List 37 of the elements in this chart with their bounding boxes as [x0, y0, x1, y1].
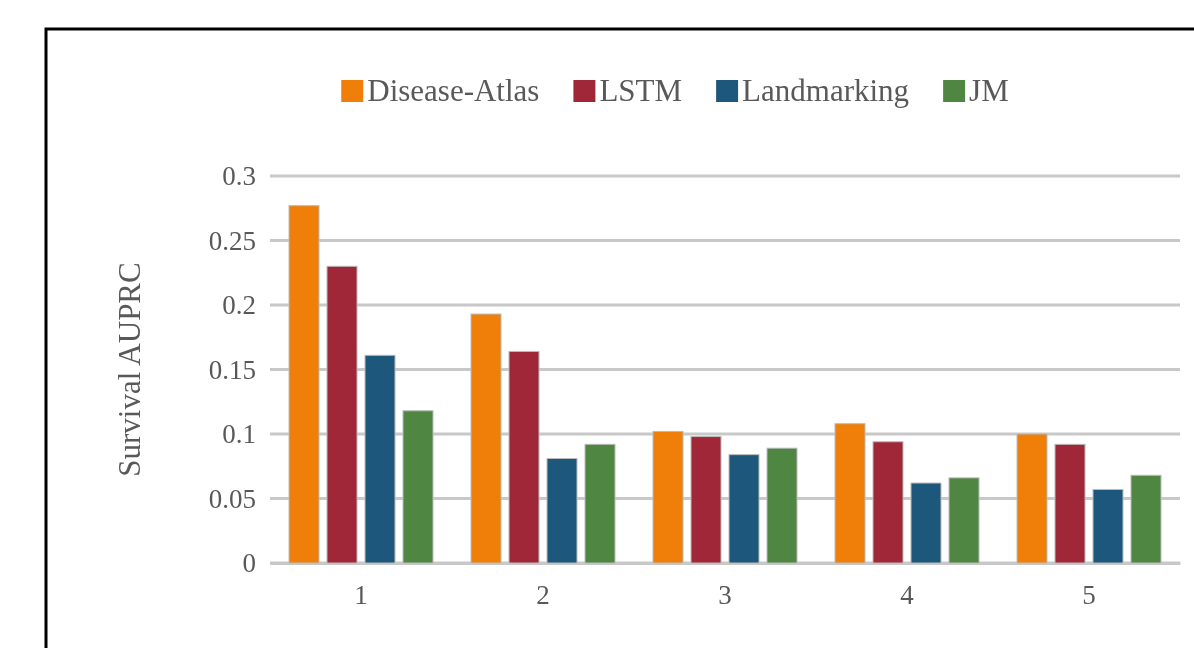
legend-label: JM	[969, 73, 1009, 108]
bar	[728, 454, 760, 564]
bar	[690, 436, 722, 564]
bar	[1092, 488, 1124, 564]
bar	[402, 410, 434, 564]
bar	[1054, 443, 1086, 564]
x-tick-label: 2	[536, 580, 550, 611]
bar	[1130, 474, 1162, 564]
legend-label: LSTM	[599, 73, 683, 108]
y-tick-label: 0.1	[222, 419, 256, 450]
bar	[834, 423, 866, 564]
bar	[288, 205, 320, 564]
x-tick-label: 3	[718, 580, 732, 611]
bar	[364, 354, 396, 564]
y-axis-title: Survival AUPRC	[112, 262, 147, 477]
legend-label: Landmarking	[742, 73, 910, 108]
x-tick-label: 4	[900, 580, 915, 611]
y-tick-label: 0.25	[208, 225, 256, 256]
bar	[652, 430, 684, 564]
y-tick-label: 0.3	[222, 161, 256, 192]
y-tick-label: 0.05	[208, 483, 256, 514]
bar	[546, 458, 578, 564]
bar	[948, 477, 980, 564]
bar	[1016, 433, 1048, 564]
legend-label: Disease-Atlas	[367, 73, 540, 108]
bar	[910, 482, 942, 564]
y-tick-label: 0.2	[222, 290, 256, 321]
bar	[872, 441, 904, 564]
bar	[508, 350, 540, 564]
y-tick-label: 0	[242, 548, 256, 579]
bar	[584, 443, 616, 564]
bar	[470, 313, 502, 564]
x-tick-label: 5	[1082, 580, 1096, 611]
bar	[326, 265, 358, 564]
y-tick-label: 0.15	[208, 354, 256, 385]
bar	[766, 447, 798, 564]
x-tick-label: 1	[354, 580, 368, 611]
